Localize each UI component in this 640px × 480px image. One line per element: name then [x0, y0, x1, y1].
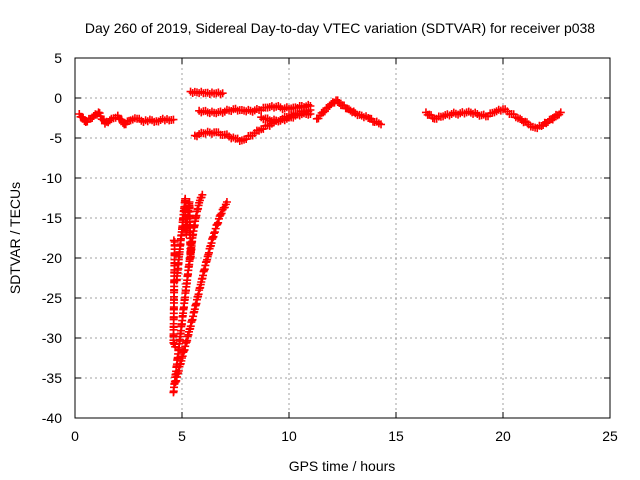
y-axis-label: SDTVAR / TECUs: [7, 182, 23, 294]
series-arc-5: [257, 109, 315, 126]
x-tick-label: 15: [388, 428, 404, 444]
series-arc-3: [195, 100, 315, 118]
y-tick-label: -20: [42, 250, 62, 266]
data-point: [306, 110, 315, 118]
data-points: [75, 87, 565, 397]
y-tick-label: 0: [54, 90, 62, 106]
x-tick-label: 5: [178, 428, 186, 444]
series-arc-2: [186, 87, 227, 99]
series-arc-6: [312, 96, 386, 129]
plot-frame: [74, 57, 611, 419]
data-point: [210, 229, 219, 238]
data-point: [319, 108, 328, 117]
y-tick-label: -30: [42, 330, 62, 346]
data-point: [218, 89, 227, 98]
x-tick-label: 20: [495, 428, 511, 444]
x-tick-label: 10: [281, 428, 297, 444]
y-tick-label: -5: [50, 130, 63, 146]
x-tick-label: 0: [71, 428, 79, 444]
data-point: [377, 120, 386, 129]
y-tick-label: -25: [42, 290, 62, 306]
y-tick-label: -35: [42, 370, 62, 386]
data-point: [214, 218, 223, 227]
chart-title: Day 260 of 2019, Sidereal Day-to-day VTE…: [85, 20, 595, 36]
series-arc-1: [75, 108, 178, 129]
data-point: [556, 108, 565, 117]
data-point: [216, 210, 225, 219]
x-tick-label: 25: [602, 428, 618, 444]
series-outliers: [169, 236, 180, 351]
data-point: [171, 342, 180, 351]
data-point: [169, 115, 178, 124]
x-axis-label: GPS time / hours: [289, 458, 396, 474]
data-point: [211, 224, 220, 233]
y-tick-label: -15: [42, 210, 62, 226]
series-arc-8: [172, 194, 196, 285]
series-arc-10: [171, 198, 231, 386]
series-arc-7: [421, 105, 565, 133]
grid: [75, 58, 610, 418]
y-tick-label: 5: [54, 50, 62, 66]
ticks: 0 5 10 15 20 25 5 0 -5 -10 -15 -20 -25 -30 -35 -40: [42, 50, 618, 444]
data-point: [198, 190, 207, 199]
data-point: [213, 220, 222, 229]
data-point: [349, 107, 358, 116]
y-tick-label: -40: [42, 410, 62, 426]
data-point: [169, 338, 178, 347]
data-point: [222, 198, 231, 206]
y-tick-label: -10: [42, 170, 62, 186]
data-point: [217, 209, 226, 218]
